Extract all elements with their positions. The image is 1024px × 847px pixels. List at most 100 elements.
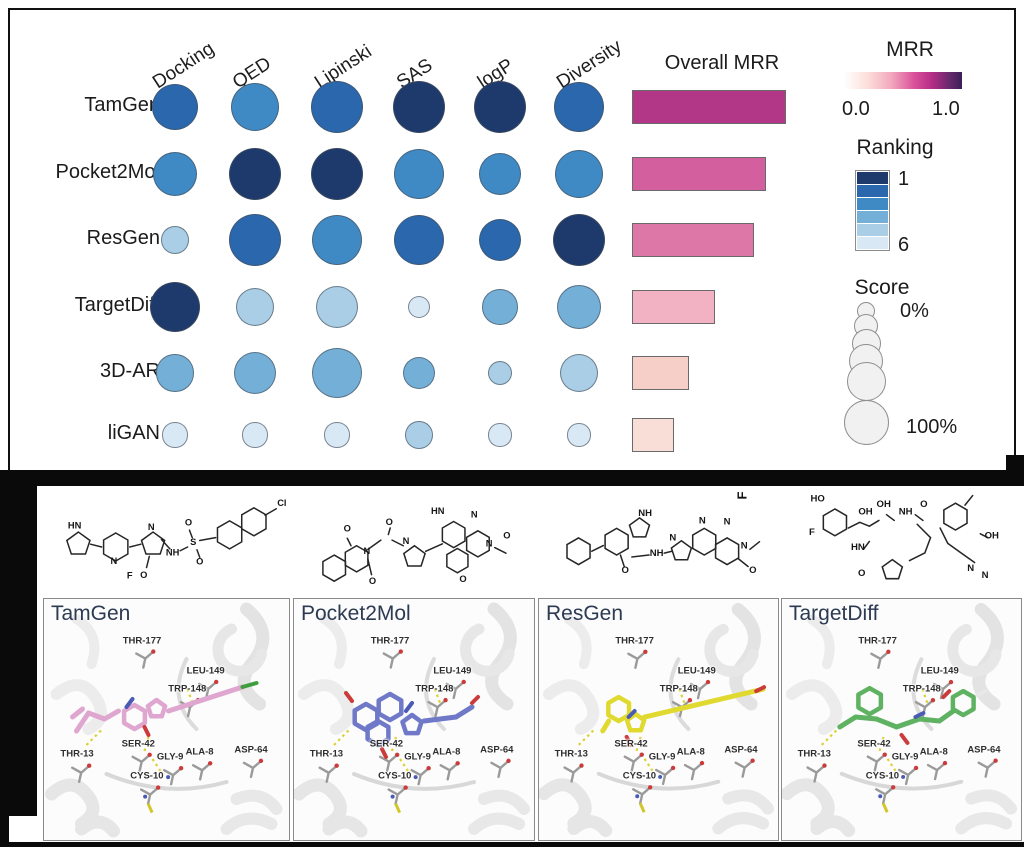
bubble-resgen-diversity: [552, 213, 606, 267]
atom-label: O: [459, 574, 466, 584]
residue-label-thr-13: THR-13: [309, 748, 344, 760]
atom-label: Cl: [277, 498, 286, 508]
residue-label-cys-10: CYS-10: [622, 770, 657, 782]
atom-label: N: [669, 533, 676, 544]
mrr-max-label: 1.0: [932, 98, 960, 120]
residue-label-trp-148: TRP-148: [902, 683, 941, 695]
atom-label: NH: [638, 508, 652, 519]
atom-label: S: [190, 537, 196, 547]
bubble-3d-ar-sas: [402, 356, 436, 390]
bubble-ligan-lipinski: [324, 422, 350, 448]
score-legend-title: Score: [854, 276, 910, 299]
binding-panel-tamgen: TamGen THR-177 LEU-149 TRP-148 THR-13 SER-42 G…: [43, 598, 290, 841]
bubble-tamgen-docking: [151, 83, 199, 131]
atom-label: O: [920, 499, 928, 510]
ranking-swatch-3: [857, 198, 888, 210]
bubble-3d-ar-logp: [488, 361, 512, 385]
bubble-pocket2mol-lipinski: [310, 147, 364, 201]
residue-label-cys-10: CYS-10: [378, 770, 412, 782]
bubble-tamgen-lipinski: [310, 80, 364, 134]
residue-label-trp-148: TRP-148: [659, 683, 698, 695]
row-label-resgen: ResGen: [86, 227, 160, 249]
bubble-pocket2mol-docking: [152, 151, 198, 197]
binding-panel-targetdiff: TargetDiff THR-177 LEU-149 TRP-148 THR-13 SER…: [781, 598, 1022, 841]
bubble-pocket2mol-sas: [393, 148, 445, 200]
atom-label: O: [185, 518, 192, 528]
residue-label-gly-9: GLY-9: [156, 751, 184, 763]
bubble-pocket2mol-qed: [228, 147, 282, 201]
row-label-3d-ar: 3D-AR: [99, 360, 160, 382]
overall-mrr-bar-targetdiff: [632, 290, 715, 324]
frame-bottom-band: [0, 842, 1024, 847]
bubble-targetdiff-sas: [408, 296, 430, 318]
atom-label: O: [503, 530, 510, 540]
bubble-tamgen-logp: [473, 80, 527, 134]
residue-label-ala-8: ALA-8: [676, 746, 705, 758]
residue-label-asp-64: ASP-64: [724, 744, 758, 756]
residue-label-gly-9: GLY-9: [891, 751, 919, 763]
ranking-legend-scale: [855, 170, 890, 251]
residue-label-thr-177: THR-177: [615, 635, 654, 647]
binding-panel-pocket2mol: Pocket2Mol THR-177 LEU-149 TRP-148 THR-13 SER…: [293, 598, 535, 841]
bubble-resgen-qed: [228, 213, 282, 267]
row-label-ligan: liGAN: [107, 422, 160, 444]
atom-label: N: [148, 522, 155, 532]
score-circle-6: [843, 399, 889, 445]
bubble-ligan-qed: [242, 422, 268, 448]
mrr-gradient-bar: [844, 72, 962, 89]
bubble-pocket2mol-logp: [479, 153, 521, 195]
ranking-best-label: 1: [898, 168, 910, 190]
residue-label-thr-13: THR-13: [554, 748, 588, 760]
residue-label-ser-42: SER-42: [369, 738, 404, 750]
bubble-resgen-sas: [393, 214, 445, 266]
score-min-label: 0%: [900, 300, 929, 322]
residue-label-leu-149: LEU-149: [433, 665, 472, 677]
overall-mrr-bar-pocket2mol: [632, 157, 766, 191]
residue-label-gly-9: GLY-9: [648, 751, 676, 763]
atom-label: OH: [877, 499, 891, 510]
ranking-swatch-4: [857, 211, 888, 223]
ranking-swatch-5: [857, 224, 888, 236]
atom-label: N: [403, 536, 410, 546]
residue-label-leu-149: LEU-149: [186, 665, 225, 677]
atom-label: O: [344, 524, 351, 534]
atom-label: O: [140, 570, 147, 580]
ranking-swatch-2: [857, 185, 888, 197]
panel-label: TamGen: [51, 602, 131, 625]
bubble-targetdiff-qed: [236, 288, 274, 326]
panel-label: TargetDiff: [789, 602, 879, 625]
bubble-ligan-docking: [162, 422, 188, 448]
bubble-3d-ar-lipinski: [311, 347, 363, 399]
molecule-structure-targetdiff: HO F OH OH HN NH O O OH NN: [809, 493, 999, 581]
frame-top-band: [0, 470, 1024, 486]
residue-label-cys-10: CYS-10: [130, 770, 164, 782]
residue-label-cys-10: CYS-10: [865, 770, 900, 782]
frame-corner-block: [1006, 455, 1024, 486]
bubble-matrix-chart: Overall MRR MRR 0.0 1.0 Ranking 1 6 Scor…: [8, 8, 1016, 472]
atom-label: O: [386, 517, 393, 527]
score-circle-5: [846, 361, 886, 401]
frame-left-strip: [0, 470, 37, 816]
atom-label: O: [749, 565, 756, 576]
residue-label-thr-177: THR-177: [858, 635, 897, 647]
bubble-ligan-logp: [488, 423, 512, 447]
overall-mrr-bar-tamgen: [632, 90, 786, 124]
mrr-min-label: 0.0: [842, 98, 870, 120]
panel-label: Pocket2Mol: [301, 602, 411, 625]
bubble-ligan-diversity: [567, 423, 591, 447]
atom-label: N: [471, 510, 478, 520]
bubble-3d-ar-qed: [233, 351, 277, 395]
atom-label: NH: [899, 507, 913, 518]
residue-label-asp-64: ASP-64: [234, 744, 268, 756]
mrr-legend-title: MRR: [886, 38, 934, 61]
bubble-tamgen-diversity: [553, 81, 605, 133]
atom-label: O: [196, 557, 203, 567]
atom-label: NH: [650, 548, 664, 559]
protein-pocket-render: [539, 602, 775, 838]
bubble-resgen-lipinski: [311, 214, 363, 266]
residue-label-ala-8: ALA-8: [185, 746, 214, 758]
residue-label-trp-148: TRP-148: [415, 683, 454, 695]
atom-label: N: [363, 546, 370, 556]
atom-label: N: [486, 539, 493, 549]
